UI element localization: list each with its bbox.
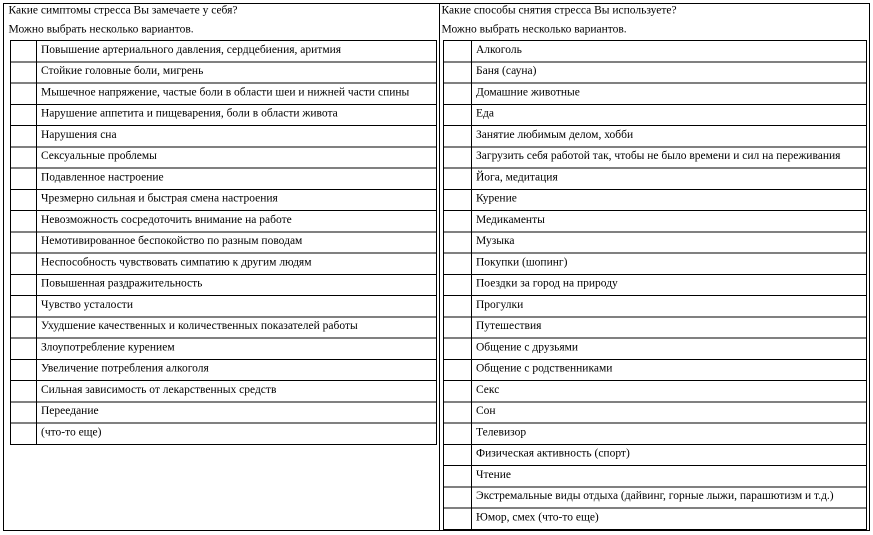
item-label: Покупки (шопинг) (476, 256, 568, 268)
checkbox-cell[interactable] (445, 445, 471, 464)
item-label: Мышечное напряжение, частые боли в облас… (41, 86, 410, 98)
item-label: Алкоголь (476, 44, 522, 56)
item-label: Нарушение аппетита и пищеварения, боли в… (41, 108, 338, 120)
checkbox-cell[interactable] (12, 148, 36, 167)
checkbox-cell[interactable] (445, 509, 471, 528)
item-label: Ухудшение качественных и количественных … (41, 320, 358, 332)
checkbox-cell[interactable] (445, 190, 471, 209)
checkbox-cell[interactable] (12, 339, 36, 358)
checkbox-cell[interactable] (12, 403, 36, 422)
checkbox-cell[interactable] (12, 254, 36, 273)
item-label: Путешествия (476, 320, 542, 332)
item-label: Увеличение потребления алкоголя (41, 363, 209, 375)
checkbox-cell[interactable] (445, 212, 471, 231)
item-label: Повышение артериального давления, сердце… (41, 44, 342, 56)
items-table (443, 40, 867, 530)
item-label: Общение с родственниками (476, 363, 612, 375)
item-label: Повышенная раздражительность (41, 278, 202, 290)
checkbox-cell[interactable] (445, 105, 471, 124)
checkbox-cell[interactable] (445, 424, 471, 443)
item-label: Чрезмерно сильная и быстрая смена настро… (41, 193, 279, 205)
checkbox-cell[interactable] (12, 212, 36, 231)
checkbox-cell[interactable] (445, 127, 471, 146)
checkbox-cell[interactable] (445, 297, 471, 316)
item-label: Чтение (476, 469, 511, 481)
note: Можно выбрать несколько вариантов. (442, 24, 627, 36)
item-label: Прогулки (476, 299, 523, 311)
item-label: Экстремальные виды отдыха (дайвинг, горн… (476, 490, 834, 502)
checkbox-cell[interactable] (445, 467, 471, 486)
checkbox-cell[interactable] (12, 127, 36, 146)
item-label: Домашние животные (476, 86, 580, 98)
outer-border (3, 3, 870, 531)
checkbox-cell[interactable] (445, 488, 471, 507)
checkbox-cell[interactable] (12, 424, 36, 443)
item-label: Физическая активность (спорт) (476, 448, 630, 460)
item-label: Сон (476, 405, 496, 417)
checkbox-cell[interactable] (445, 275, 471, 294)
item-label: Общение с друзьями (476, 341, 578, 353)
checkbox-cell[interactable] (445, 169, 471, 188)
item-label: Загрузить себя работой так, чтобы не был… (476, 150, 841, 162)
item-label: Подавленное настроение (41, 171, 164, 183)
item-label: Еда (476, 108, 494, 120)
checkbox-cell[interactable] (12, 297, 36, 316)
checkbox-cell[interactable] (12, 190, 36, 209)
item-label: Йога, медитация (476, 169, 558, 183)
item-label: Секс (476, 384, 499, 396)
checkbox-cell[interactable] (12, 275, 36, 294)
item-label: Медикаменты (476, 214, 545, 226)
item-label: Сексуальные проблемы (41, 150, 157, 162)
checkbox-cell[interactable] (12, 84, 36, 103)
checkbox-cell[interactable] (445, 403, 471, 422)
item-label: Неспособность чувствовать симпатию к дру… (41, 256, 312, 268)
checkbox-cell[interactable] (445, 148, 471, 167)
item-label: Сильная зависимость от лекарственных сре… (41, 384, 277, 396)
checkbox-cell[interactable] (12, 42, 36, 61)
checkbox-cell[interactable] (12, 169, 36, 188)
question: Какие способы снятия стресса Вы использу… (442, 5, 677, 17)
checkbox-cell[interactable] (445, 233, 471, 252)
checkbox-cell[interactable] (445, 254, 471, 273)
item-label: Нарушения сна (41, 129, 117, 141)
item-label: Переедание (41, 405, 99, 417)
item-label: Немотивированное беспокойство по разным … (41, 235, 303, 247)
question: Какие симптомы стресса Вы замечаете у се… (9, 5, 238, 17)
checkbox-cell[interactable] (445, 360, 471, 379)
checkbox-cell[interactable] (12, 63, 36, 82)
item-label: Телевизор (476, 426, 526, 438)
checkbox-cell[interactable] (445, 339, 471, 358)
checkbox-cell[interactable] (12, 360, 36, 379)
checkbox-cell[interactable] (445, 84, 471, 103)
item-label: Занятие любимым делом, хобби (476, 129, 633, 141)
checkbox-cell[interactable] (12, 105, 36, 124)
item-label: Злоупотребление курением (41, 341, 175, 353)
items-table (10, 40, 437, 445)
checkbox-cell[interactable] (445, 42, 471, 61)
checkbox-cell[interactable] (445, 63, 471, 82)
item-label: Курение (476, 193, 517, 205)
checkbox-cell[interactable] (445, 318, 471, 337)
item-label: Баня (сауна) (476, 65, 537, 77)
checkbox-cell[interactable] (12, 382, 36, 401)
item-label: Юмор, смех (что-то еще) (476, 511, 599, 523)
checkbox-cell[interactable] (12, 318, 36, 337)
checkbox-cell[interactable] (445, 382, 471, 401)
item-label: Невозможность сосредоточить внимание на … (41, 214, 292, 226)
checkbox-cell[interactable] (12, 233, 36, 252)
item-label: Музыка (476, 235, 514, 247)
item-label: Стойкие головные боли, мигрень (41, 65, 203, 77)
item-label: (что-то еще) (41, 426, 102, 438)
note: Можно выбрать несколько вариантов. (9, 24, 194, 36)
item-label: Чувство усталости (41, 299, 133, 311)
item-label: Поездки за город на природу (476, 278, 618, 290)
